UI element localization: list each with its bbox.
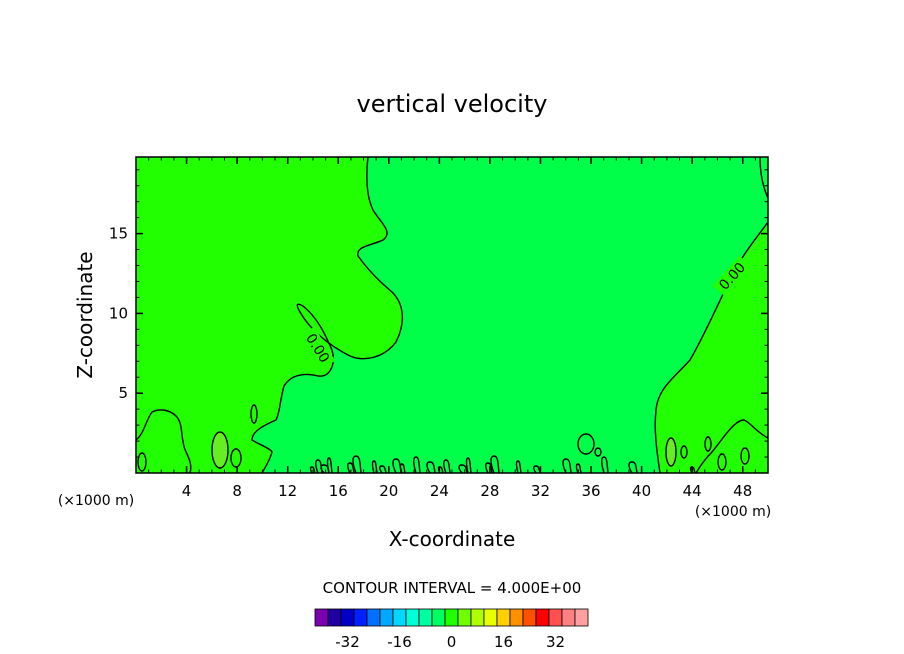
x-tick-label: 32 <box>531 482 550 500</box>
colorbar-swatch <box>340 608 355 627</box>
contour-squiggle <box>347 462 355 473</box>
colorbar-tick-label: 32 <box>546 633 565 651</box>
contour-squiggle <box>465 457 472 473</box>
colorbar-swatch <box>470 608 485 627</box>
zero-contour-ring <box>665 437 677 467</box>
colorbar <box>314 608 589 627</box>
contour-squiggle <box>379 465 387 473</box>
contour-squiggle <box>426 461 436 473</box>
y-tick-label: 10 <box>109 304 128 322</box>
x-tick-label: 4 <box>182 482 192 500</box>
contour-squiggle <box>326 457 333 473</box>
x-tick-label: 48 <box>733 482 752 500</box>
positive-region-right <box>655 157 768 473</box>
x-tick-label: 28 <box>480 482 499 500</box>
positive-region-left <box>136 157 403 473</box>
x-unit-label-left: (×1000 m) <box>58 493 134 509</box>
zero-contour-ring <box>250 404 258 424</box>
colorbar-swatch <box>405 608 420 627</box>
contour-squiggle <box>533 465 541 473</box>
contour-squiggle <box>309 466 316 473</box>
contour-label-background <box>301 326 336 369</box>
y-tick-label: 5 <box>118 384 128 402</box>
colorbar-swatch <box>314 608 329 627</box>
zero-contour-line <box>695 419 768 473</box>
colorbar-swatch <box>509 608 524 627</box>
zero-contour-ring <box>717 453 727 471</box>
colorbar-swatch <box>457 608 472 627</box>
x-axis: 4 8 12 16 20 24 28 32 36 40 44 48 <box>148 157 756 500</box>
x-tick-label: 40 <box>632 482 651 500</box>
chart-title: vertical velocity <box>357 90 548 118</box>
colorbar-swatch <box>574 608 589 627</box>
contour-squiggle <box>399 463 406 473</box>
colorbar-swatch <box>561 608 576 627</box>
zero-contour-line <box>759 157 768 199</box>
colorbar-swatch <box>366 608 381 627</box>
colorbar-ticks: -32 -16 0 16 32 <box>335 633 565 651</box>
x-tick-label: 44 <box>683 482 702 500</box>
zero-contour-ring <box>211 431 229 469</box>
zero-contours <box>136 157 768 473</box>
contour-squiggle <box>628 461 638 473</box>
contour-plot-area: 0.00 0.00 <box>136 157 768 473</box>
contour-squiggle <box>413 456 421 473</box>
contour-squiggle <box>458 464 468 473</box>
colorbar-tick-label: -32 <box>335 633 360 651</box>
positive-cell <box>212 432 228 468</box>
contour-squiggle <box>443 459 451 473</box>
zero-contour-ring <box>594 447 602 457</box>
colorbar-swatch <box>327 608 342 627</box>
x-tick-label: 24 <box>430 482 449 500</box>
contour-squiggle <box>515 460 522 473</box>
colorbar-swatch <box>483 608 498 627</box>
x-tick-label: 20 <box>379 482 398 500</box>
positive-cell <box>666 438 676 466</box>
colorbar-swatch <box>418 608 433 627</box>
contour-squiggle <box>562 458 572 473</box>
y-axis-label: Z-coordinate <box>73 251 97 378</box>
colorbar-swatch <box>535 608 550 627</box>
colorbar-swatch <box>548 608 563 627</box>
colorbar-swatch <box>444 608 459 627</box>
contour-squiggle <box>601 456 609 473</box>
contour-interval-text: CONTOUR INTERVAL = 4.000E+00 <box>323 579 582 597</box>
near-surface-contours <box>309 455 696 473</box>
colorbar-swatch <box>522 608 537 627</box>
zero-contour-ring <box>230 448 242 468</box>
x-unit-label-right: (×1000 m) <box>695 504 771 520</box>
zero-contour-ring <box>137 452 147 472</box>
contour-squiggle <box>485 462 493 473</box>
contour-squiggle <box>371 460 378 473</box>
zero-contour-ring <box>740 447 750 465</box>
x-tick-label: 12 <box>278 482 297 500</box>
zero-contour-ring <box>704 436 712 452</box>
x-tick-label: 16 <box>329 482 348 500</box>
y-axis: 5 10 15 <box>109 169 768 458</box>
colorbar-tick-label: -16 <box>387 633 412 651</box>
colorbar-swatch <box>496 608 511 627</box>
x-tick-label: 36 <box>581 482 600 500</box>
colorbar-swatch <box>379 608 394 627</box>
colorbar-swatch <box>353 608 368 627</box>
zero-contour-ring <box>577 433 595 455</box>
zero-contour-ring <box>680 445 688 459</box>
y-tick-label: 15 <box>109 225 128 243</box>
colorbar-swatch <box>431 608 446 627</box>
colorbar-swatch <box>392 608 407 627</box>
zero-contour-line <box>251 157 403 473</box>
contour-squiggle <box>352 455 362 473</box>
contour-squiggle <box>575 463 582 473</box>
colorbar-tick-label: 0 <box>447 633 457 651</box>
zero-contour-line <box>136 409 192 473</box>
contour-label-background <box>712 255 751 296</box>
colorbar-tick-label: 16 <box>494 633 513 651</box>
x-tick-label: 8 <box>232 482 242 500</box>
contour-squiggle <box>490 455 500 473</box>
x-axis-label: X-coordinate <box>389 527 516 551</box>
